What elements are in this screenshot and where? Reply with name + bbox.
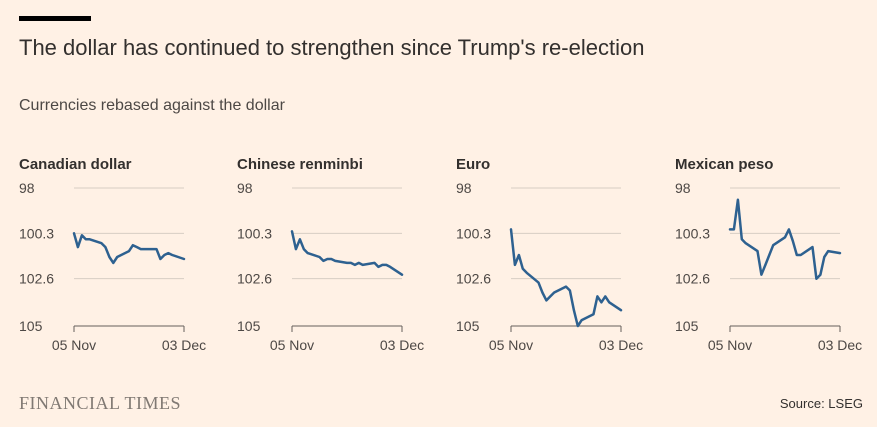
small-multiple-chart: 98 100.3 102.6 105 05 Nov 03 Dec xyxy=(456,180,643,353)
x-tick-label: 05 Nov xyxy=(52,337,96,353)
y-tick-label: 105 xyxy=(456,318,480,334)
small-multiple-chart: 98 100.3 102.6 105 05 Nov 03 Dec xyxy=(19,180,206,353)
panel-title: Euro xyxy=(456,156,491,173)
panel-chinese-renminbi: Chinese renminbi 98 100.3 102.6 105 05 Nov 03… xyxy=(237,150,437,365)
x-tick-label: 03 Dec xyxy=(599,337,643,353)
y-tick-label: 98 xyxy=(237,180,253,196)
y-tick-label: 98 xyxy=(456,180,472,196)
x-tick-label: 05 Nov xyxy=(708,337,752,353)
series-line xyxy=(72,232,186,265)
y-tick-label: 100.3 xyxy=(675,225,710,241)
chart-title: The dollar has continued to strengthen s… xyxy=(19,35,645,60)
chart-subtitle: Currencies rebased against the dollar xyxy=(19,97,285,114)
y-tick-label: 100.3 xyxy=(19,225,54,241)
panel-euro: Euro 98 100.3 102.6 105 05 Nov 03 Dec xyxy=(456,150,656,365)
y-tick-label: 102.6 xyxy=(19,271,54,287)
panel-canadian-dollar: Canadian dollar 98 100.3 102.6 105 05 Nov 03 … xyxy=(19,150,219,365)
x-tick-label: 05 Nov xyxy=(489,337,533,353)
small-multiple-chart: 98 100.3 102.6 105 05 Nov 03 Dec xyxy=(237,180,424,353)
panel-title: Chinese renminbi xyxy=(237,156,363,173)
y-tick-label: 105 xyxy=(237,318,261,334)
x-tick-label: 03 Dec xyxy=(162,337,206,353)
small-multiple-chart: 98 100.3 102.6 105 05 Nov 03 Dec xyxy=(675,180,862,353)
y-tick-label: 105 xyxy=(675,318,699,334)
y-tick-label: 98 xyxy=(19,180,35,196)
y-tick-label: 102.6 xyxy=(456,271,491,287)
y-tick-label: 100.3 xyxy=(456,225,491,241)
panel-title: Mexican peso xyxy=(675,156,774,173)
y-tick-label: 102.6 xyxy=(237,271,272,287)
y-tick-label: 105 xyxy=(19,318,43,334)
brand-topbar xyxy=(19,16,91,21)
x-tick-label: 03 Dec xyxy=(818,337,862,353)
ft-logo-text: FINANCIAL TIMES xyxy=(19,393,182,413)
series-line xyxy=(509,228,623,328)
x-tick-label: 03 Dec xyxy=(380,337,424,353)
panel-title: Canadian dollar xyxy=(19,156,132,173)
y-tick-label: 100.3 xyxy=(237,225,272,241)
source-note: Source: LSEG xyxy=(779,396,863,411)
panel-mexican-peso: Mexican peso 98 100.3 102.6 105 05 Nov 03 Dec xyxy=(675,150,875,365)
x-tick-label: 05 Nov xyxy=(270,337,314,353)
y-tick-label: 102.6 xyxy=(675,271,710,287)
series-line xyxy=(290,230,404,276)
series-line xyxy=(728,198,842,280)
y-tick-label: 98 xyxy=(675,180,691,196)
